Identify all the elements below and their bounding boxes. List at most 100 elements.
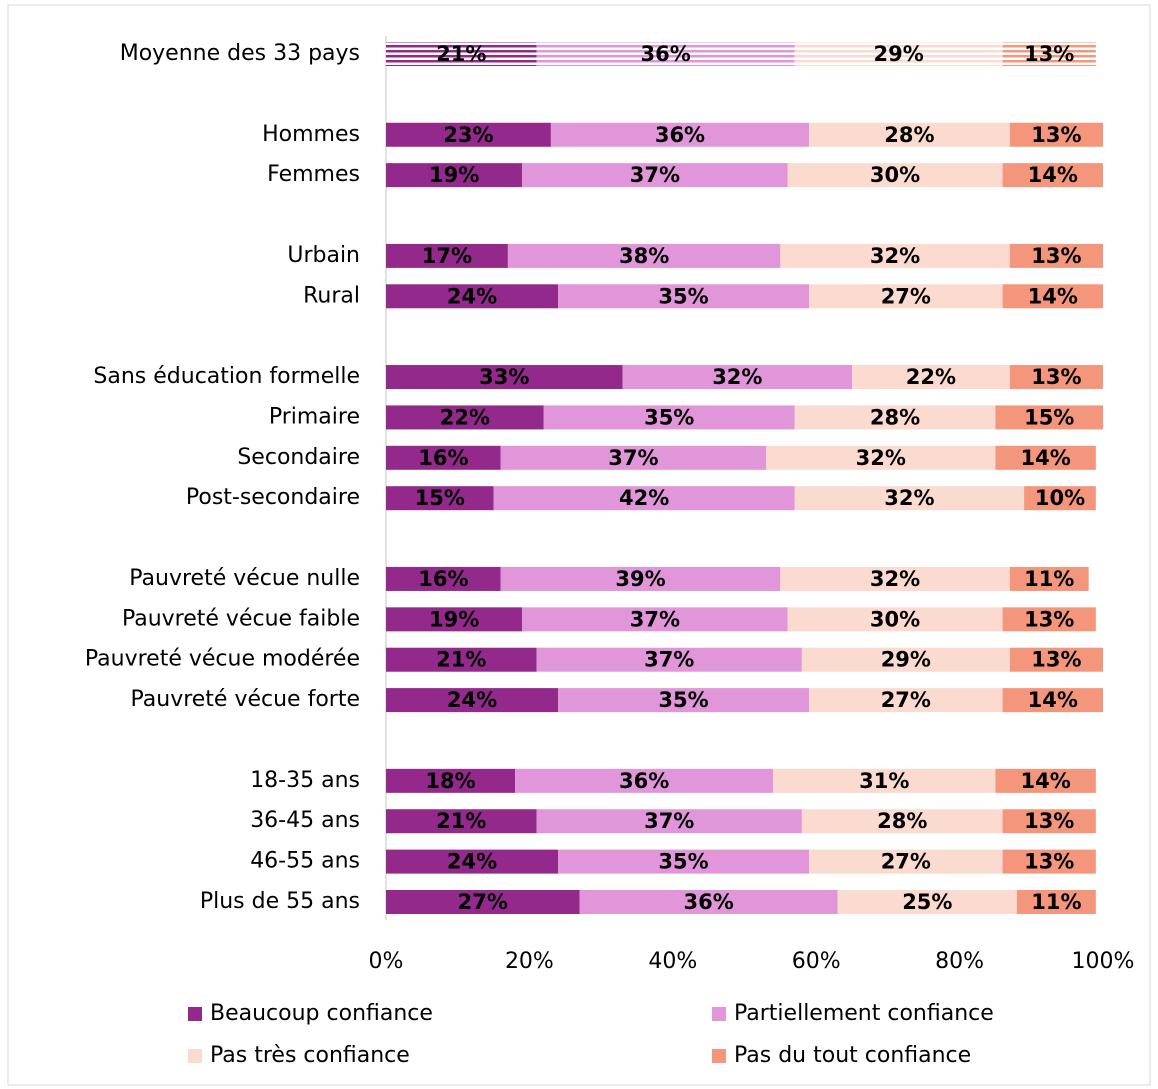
bar-segment bbox=[1002, 688, 1103, 713]
x-tick-label: 80% bbox=[935, 949, 984, 974]
category-label: Secondaire bbox=[237, 445, 360, 470]
category-label: Pauvreté vécue forte bbox=[130, 687, 360, 712]
value-label: 32% bbox=[870, 567, 920, 591]
category-label: Rural bbox=[303, 283, 360, 308]
bar-segment bbox=[1016, 890, 1096, 914]
value-label: 31% bbox=[859, 769, 909, 793]
value-label: 13% bbox=[1031, 244, 1081, 268]
category-label: 46-55 ans bbox=[250, 849, 360, 874]
category-label: Post-secondaire bbox=[186, 485, 360, 510]
bar-segment bbox=[794, 42, 1003, 66]
bar-segment bbox=[507, 243, 781, 268]
value-label: 15% bbox=[1024, 405, 1074, 429]
value-label: 38% bbox=[619, 244, 669, 268]
bar-segment bbox=[1002, 809, 1096, 834]
bar-segment bbox=[852, 365, 1010, 390]
bar-segment bbox=[536, 42, 795, 66]
value-label: 14% bbox=[1028, 688, 1078, 712]
legend-label: Pas du tout confiance bbox=[734, 1043, 971, 1068]
value-label: 15% bbox=[415, 486, 465, 510]
value-label: 28% bbox=[884, 123, 934, 147]
bar-segment bbox=[622, 365, 853, 390]
value-label: 32% bbox=[884, 486, 934, 510]
bar-segment bbox=[386, 607, 523, 632]
value-label: 24% bbox=[447, 850, 497, 874]
x-tick-label: 40% bbox=[648, 949, 697, 974]
bar-segment bbox=[1009, 122, 1103, 147]
bar-segment bbox=[1002, 284, 1103, 309]
x-tick-label: 100% bbox=[1072, 949, 1135, 974]
bar-segment bbox=[386, 849, 559, 874]
bar-segment bbox=[386, 405, 544, 430]
value-label: 32% bbox=[856, 446, 906, 470]
legend-swatch bbox=[188, 1007, 202, 1021]
value-label: 35% bbox=[658, 688, 708, 712]
bar-segment bbox=[780, 566, 1010, 591]
value-label: 28% bbox=[870, 405, 920, 429]
bar-segment bbox=[536, 809, 802, 834]
category-label: Hommes bbox=[262, 122, 360, 147]
bar-segment bbox=[386, 768, 516, 793]
value-label: 14% bbox=[1028, 284, 1078, 308]
bar-segment bbox=[386, 688, 559, 713]
category-label: Femmes bbox=[267, 162, 360, 187]
bar-segment bbox=[550, 122, 810, 147]
bar-segment bbox=[995, 405, 1103, 430]
bar-segment bbox=[515, 768, 774, 793]
value-label: 21% bbox=[436, 648, 486, 672]
bar-segment bbox=[1009, 365, 1103, 390]
bar-segment bbox=[1002, 607, 1096, 632]
bar-segment bbox=[794, 486, 1025, 511]
value-label: 37% bbox=[630, 163, 680, 187]
category-label: Urbain bbox=[287, 243, 360, 268]
value-label: 14% bbox=[1021, 769, 1071, 793]
bar-segment bbox=[522, 607, 788, 632]
value-label: 32% bbox=[870, 244, 920, 268]
bar-segment bbox=[809, 688, 1003, 713]
category-label: Pauvreté vécue modérée bbox=[85, 647, 360, 672]
bar-segment bbox=[1009, 566, 1089, 591]
value-label: 24% bbox=[447, 688, 497, 712]
bar-segment bbox=[386, 365, 623, 390]
bar-segment bbox=[558, 284, 810, 309]
value-label: 14% bbox=[1028, 163, 1078, 187]
value-label: 21% bbox=[436, 809, 486, 833]
bar-segment bbox=[787, 163, 1003, 188]
bar-segment bbox=[1024, 486, 1096, 511]
value-label: 22% bbox=[906, 365, 956, 389]
value-label: 35% bbox=[658, 284, 708, 308]
bar-segment bbox=[995, 445, 1096, 470]
legend-swatch bbox=[712, 1007, 726, 1021]
x-tick-label: 0% bbox=[369, 949, 404, 974]
bar-segment bbox=[386, 445, 501, 470]
value-label: 13% bbox=[1031, 648, 1081, 672]
bar-segment bbox=[493, 486, 795, 511]
bar-segment bbox=[386, 890, 580, 914]
value-label: 32% bbox=[712, 365, 762, 389]
category-label: 36-45 ans bbox=[250, 808, 360, 833]
value-label: 30% bbox=[870, 163, 920, 187]
value-label: 29% bbox=[881, 648, 931, 672]
value-label: 11% bbox=[1031, 890, 1081, 914]
category-label: 18-35 ans bbox=[250, 768, 360, 793]
value-label: 19% bbox=[429, 607, 479, 631]
value-label: 27% bbox=[881, 850, 931, 874]
bar-segment bbox=[1002, 42, 1096, 66]
value-label: 36% bbox=[684, 890, 734, 914]
value-label: 16% bbox=[418, 446, 468, 470]
bar-segment bbox=[386, 647, 537, 672]
value-label: 23% bbox=[443, 123, 493, 147]
value-label: 29% bbox=[874, 42, 924, 66]
bar-segment bbox=[794, 405, 996, 430]
value-label: 33% bbox=[479, 365, 529, 389]
value-label: 18% bbox=[425, 769, 475, 793]
bar-segment bbox=[579, 890, 838, 914]
value-label: 13% bbox=[1024, 42, 1074, 66]
value-label: 35% bbox=[644, 405, 694, 429]
bar-segment bbox=[766, 445, 996, 470]
value-label: 27% bbox=[458, 890, 508, 914]
bar-segment bbox=[809, 849, 1003, 874]
value-label: 10% bbox=[1035, 486, 1085, 510]
value-label: 16% bbox=[418, 567, 468, 591]
